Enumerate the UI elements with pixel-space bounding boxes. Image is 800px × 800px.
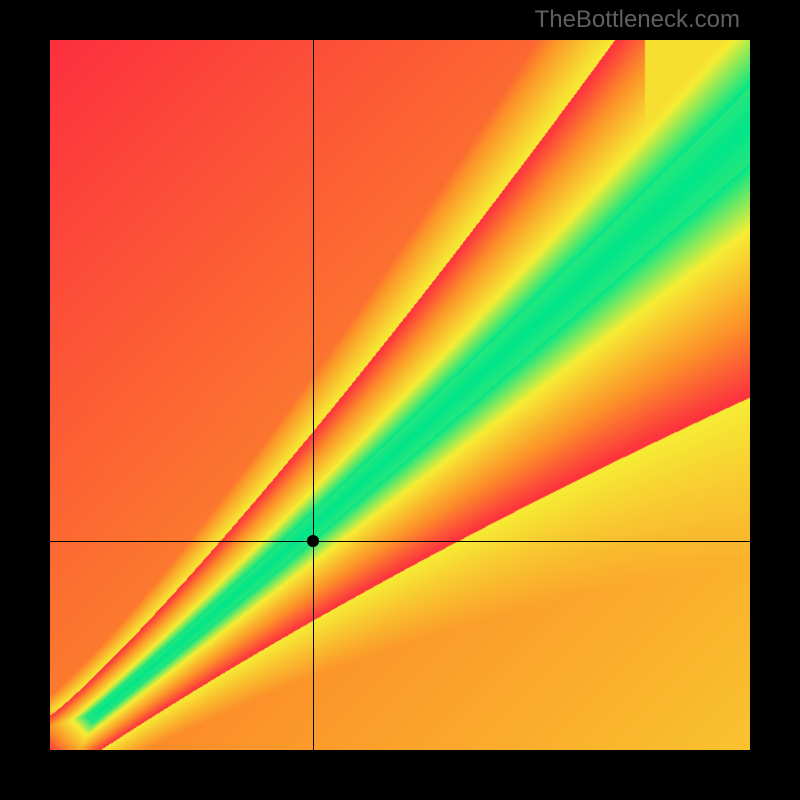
crosshair-horizontal (50, 541, 750, 542)
chart-root: TheBottleneck.com (0, 0, 800, 800)
heatmap-canvas (50, 40, 750, 750)
plot-area (50, 40, 750, 750)
crosshair-marker (307, 535, 319, 547)
crosshair-vertical (313, 40, 314, 750)
watermark-text: TheBottleneck.com (535, 6, 740, 34)
